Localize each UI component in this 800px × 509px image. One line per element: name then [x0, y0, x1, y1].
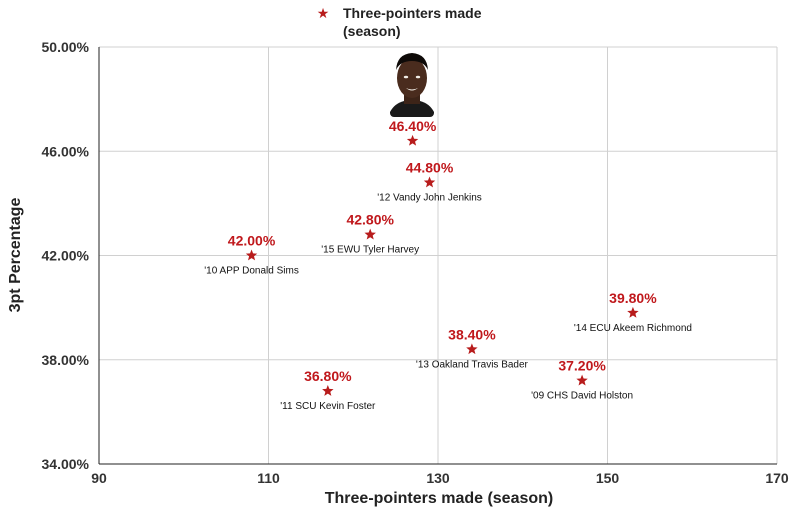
star-marker-icon	[576, 374, 588, 386]
y-tick-label: 46.00%	[42, 143, 90, 159]
point-name-label: '15 EWU Tyler Harvey	[321, 245, 419, 256]
data-point: 42.00% '10 APP Donald Sims	[204, 233, 299, 277]
star-marker-icon	[322, 385, 334, 396]
data-label: 42.00%	[228, 233, 276, 249]
y-tick-label: 42.00%	[42, 248, 90, 264]
data-label: 39.80%	[609, 290, 657, 306]
tick-labels: 90 110 130 150 170 34.00% 38.00% 42.00% 46.00% 50…	[42, 39, 789, 486]
star-marker-icon	[406, 134, 419, 146]
y-axis-title: 3pt Percentage	[7, 198, 24, 313]
legend-label-line2: (season)	[343, 23, 401, 39]
data-point: 37.20% '09 CHS David Holston	[531, 358, 633, 402]
legend-label-line1: Three-pointers made	[343, 5, 482, 21]
point-name-label: '14 ECU Akeem Richmond	[574, 323, 692, 334]
data-point: 42.80% '15 EWU Tyler Harvey	[321, 212, 419, 256]
star-marker-icon	[364, 228, 376, 240]
legend: ★ Three-pointers made (season)	[317, 5, 482, 39]
x-tick-label: 110	[257, 470, 280, 486]
data-label: 46.40%	[389, 118, 437, 134]
star-marker-icon	[627, 306, 639, 318]
data-point: 46.40%	[389, 118, 437, 146]
y-tick-label: 50.00%	[42, 39, 90, 55]
star-marker-icon	[423, 176, 436, 188]
star-marker-icon	[245, 249, 258, 261]
point-name-label: '10 APP Donald Sims	[204, 266, 299, 277]
data-point: 36.80% '11 SCU Kevin Foster	[280, 368, 376, 412]
data-point: 38.40% '13 Oakland Travis Bader	[416, 326, 529, 370]
point-name-label: '13 Oakland Travis Bader	[416, 359, 529, 370]
x-tick-label: 150	[596, 470, 620, 486]
point-name-label: '12 Vandy John Jenkins	[377, 193, 482, 204]
data-point: 39.80% '14 ECU Akeem Richmond	[574, 290, 692, 334]
y-tick-label: 38.00%	[42, 352, 90, 368]
x-axis-title: Three-pointers made (season)	[325, 490, 554, 507]
point-name-label: '09 CHS David Holston	[531, 391, 633, 402]
data-label: 44.80%	[406, 160, 454, 176]
legend-star-icon: ★	[317, 6, 330, 22]
gridlines	[99, 46, 778, 464]
data-label: 37.20%	[558, 358, 606, 374]
data-label: 36.80%	[304, 368, 352, 384]
axes	[98, 47, 777, 465]
data-point: 44.80% '12 Vandy John Jenkins	[377, 160, 482, 204]
star-marker-icon	[466, 343, 478, 355]
data-label: 42.80%	[346, 212, 394, 228]
x-tick-label: 90	[91, 470, 107, 486]
x-tick-label: 170	[765, 470, 789, 486]
data-points: 42.00% '10 APP Donald Sims 36.80% '11 SCU K…	[204, 118, 692, 412]
point-name-label: '11 SCU Kevin Foster	[280, 401, 376, 412]
data-label: 38.40%	[448, 326, 496, 342]
x-tick-label: 130	[426, 470, 450, 486]
y-tick-label: 34.00%	[42, 456, 90, 472]
player-photo-icon	[390, 49, 434, 117]
